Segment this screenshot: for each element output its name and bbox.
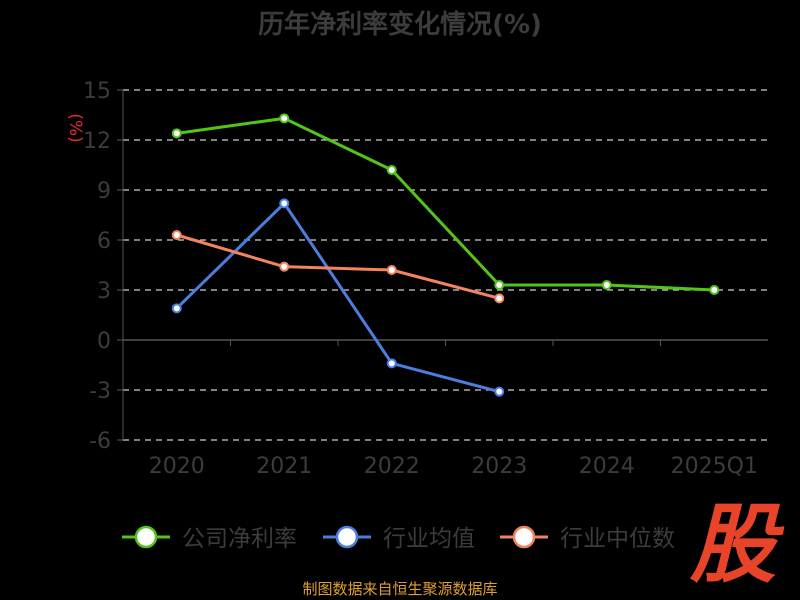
brand-logo: 股 [690,495,776,595]
data-point [601,280,612,290]
legend-marker [335,525,359,549]
series-line-3 [176,233,500,300]
data-point [386,358,397,369]
data-point [386,165,397,175]
data-point [386,265,397,275]
series-line-1 [176,116,715,292]
data-point [494,386,505,397]
y-axis-label: (%) [65,113,85,142]
data-point [494,280,505,290]
data-point [171,303,182,314]
data-point [279,261,290,272]
data-point [494,293,505,304]
data-point [171,128,182,139]
x-tick-label: 2022 [364,454,420,479]
data-point [709,285,720,295]
x-tick-label: 2023 [471,454,527,479]
series-line-2 [175,201,500,394]
y-tick-label: -6 [89,429,111,454]
y-tick-label: 6 [97,229,111,254]
x-tick-label: 2020 [149,454,205,479]
data-point [171,230,182,240]
source-note: 制图数据来自恒生聚源数据库 [302,580,498,598]
y-tick-label: 3 [97,279,111,304]
legend-marker [134,525,158,549]
data-point [279,198,290,209]
y-tick-label: -3 [89,379,111,404]
y-tick-label: 15 [83,79,111,104]
legend-label: 行业中位数 [560,526,675,552]
x-tick-label: 2021 [256,454,312,479]
y-tick-label: 0 [97,329,111,354]
x-tick-label: 2024 [579,454,635,479]
y-tick-label: 12 [83,129,111,154]
legend-label: 公司净利率 [182,526,297,552]
data-point [279,113,290,124]
chart-title: 历年净利率变化情况(%) [258,10,542,40]
legend-label: 行业均值 [383,526,475,552]
legend-marker [512,525,536,549]
x-tick-label: 2025Q1 [671,454,758,479]
y-tick-label: 9 [97,179,111,204]
